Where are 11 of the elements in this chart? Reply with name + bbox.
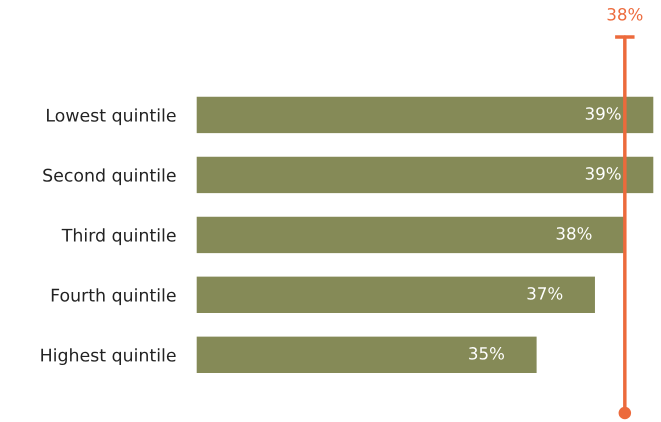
y-tick-label: Third quintile — [62, 228, 176, 246]
data-label: 37% — [527, 287, 562, 300]
y-tick-label: Fourth quintile — [52, 288, 176, 306]
data-label: 39% — [586, 107, 621, 120]
data-label: 35% — [469, 347, 504, 360]
ref-line-label: 38% — [608, 8, 642, 21]
y-tick-label: Lowest quintile — [47, 108, 176, 126]
y-tick-label: Second quintile — [43, 168, 176, 186]
data-label: 39% — [586, 167, 621, 180]
y-tick-label: Highest quintile — [41, 348, 176, 366]
data-label: 38% — [556, 227, 592, 240]
